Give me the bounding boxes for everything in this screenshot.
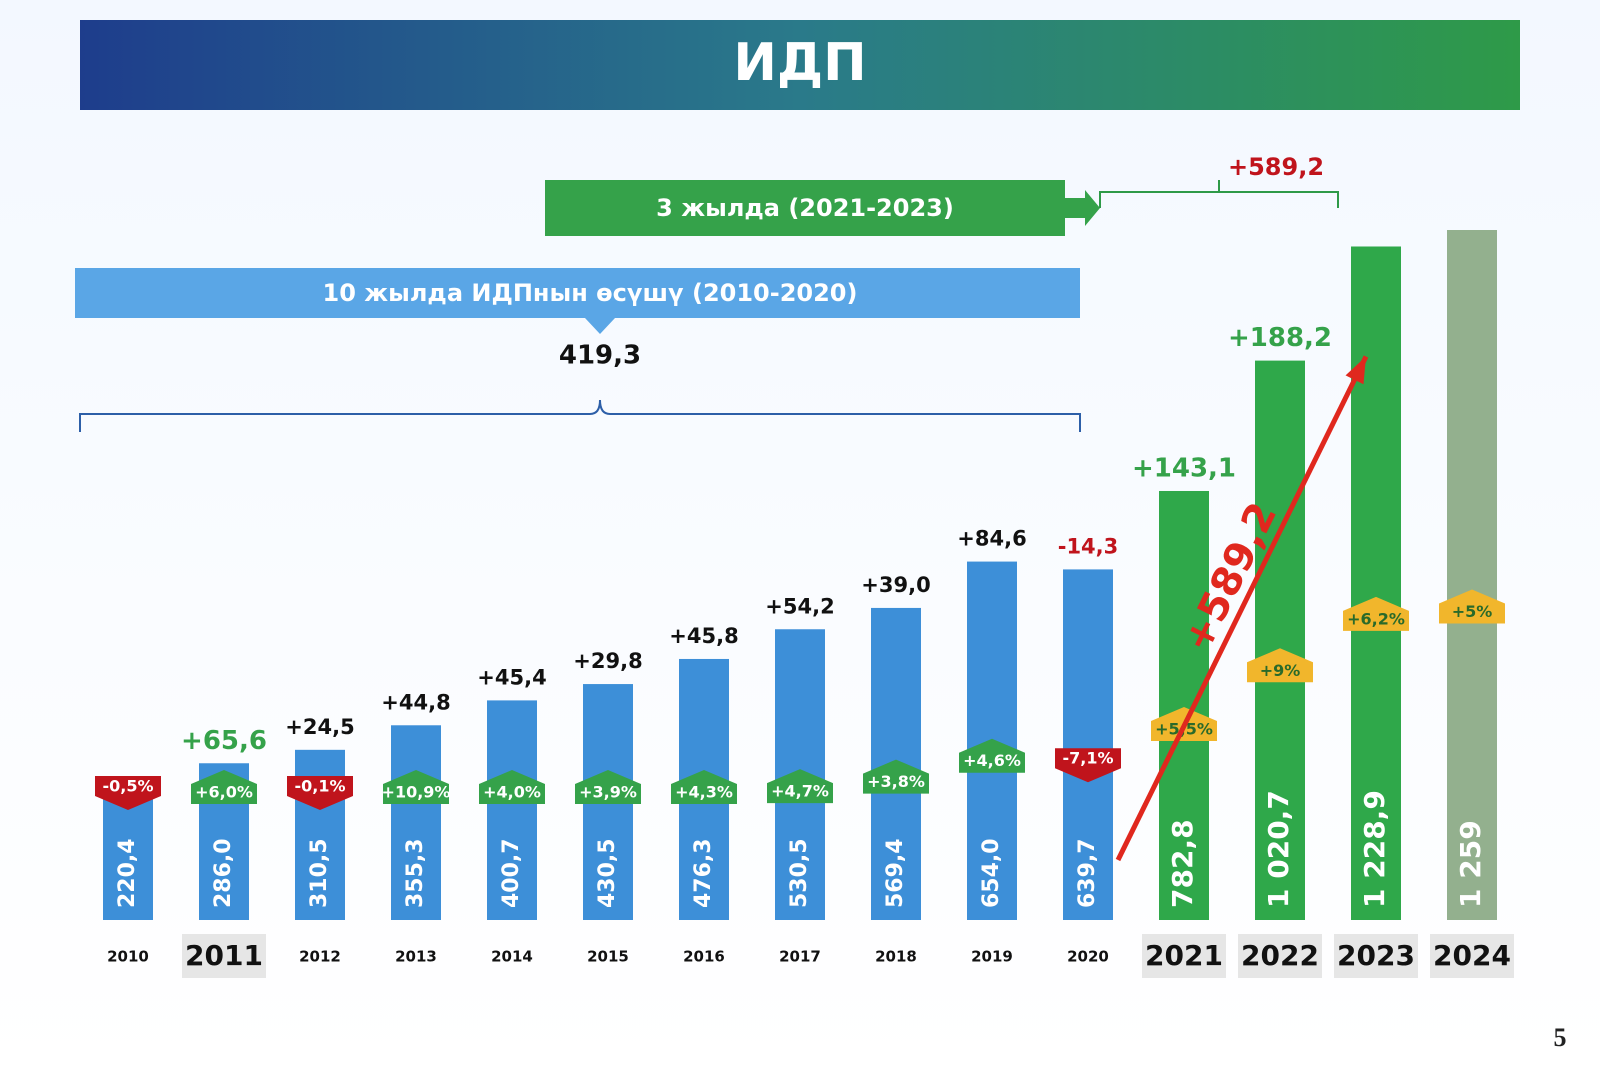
year-highlight bbox=[1430, 934, 1514, 978]
increment-label: +188,2 bbox=[1228, 323, 1332, 353]
bar bbox=[487, 700, 537, 920]
value-label: 1 259 bbox=[1454, 820, 1487, 908]
x-tick-label: 2023 bbox=[1337, 939, 1415, 972]
value-label: 654,0 bbox=[979, 838, 1004, 908]
value-label: 1 020,7 bbox=[1262, 790, 1295, 908]
increment-label: +84,6 bbox=[957, 527, 1026, 551]
value-label: 1 228,9 bbox=[1358, 790, 1391, 908]
bar bbox=[103, 799, 153, 920]
bar bbox=[1447, 230, 1497, 920]
year-highlight bbox=[1238, 934, 1322, 978]
x-tick-label: 2011 bbox=[185, 939, 263, 972]
bracket-10y bbox=[79, 399, 1081, 432]
banner-10y-text: 10 жылда ИДПнын өсүшү (2010-2020) bbox=[323, 279, 858, 307]
bar bbox=[1063, 569, 1113, 920]
value-label: 220,4 bbox=[115, 838, 140, 908]
x-tick-label: 2015 bbox=[587, 948, 629, 966]
year-highlight bbox=[1334, 934, 1418, 978]
growth-label: +4,3% bbox=[675, 783, 733, 802]
value-label: 569,4 bbox=[883, 838, 908, 908]
banner-10y bbox=[75, 268, 1080, 318]
value-label: 355,3 bbox=[403, 838, 428, 908]
growth-badge bbox=[287, 776, 353, 810]
growth-label: +10,9% bbox=[382, 783, 451, 802]
x-tick-label: 2016 bbox=[683, 948, 725, 966]
increment-label: -14,3 bbox=[1058, 534, 1119, 558]
increment-label: +29,8 bbox=[573, 649, 642, 673]
growth-badge bbox=[671, 770, 737, 804]
x-tick-label: 2024 bbox=[1433, 939, 1511, 972]
banner-3y-text: 3 жылда (2021-2023) bbox=[656, 194, 954, 222]
growth-label: +3,9% bbox=[579, 783, 637, 802]
increment-label: +54,2 bbox=[765, 594, 834, 618]
banner-3y bbox=[545, 180, 1065, 236]
growth-badge bbox=[959, 738, 1025, 773]
growth-badge bbox=[1247, 648, 1313, 683]
growth-label: -7,1% bbox=[1062, 749, 1113, 768]
growth-badge bbox=[1055, 748, 1121, 783]
x-tick-label: 2012 bbox=[299, 948, 341, 966]
growth-label: +4,0% bbox=[483, 783, 541, 802]
growth-badge bbox=[1439, 589, 1505, 624]
bracket-3y bbox=[1099, 180, 1339, 208]
increment-label: +39,0 bbox=[861, 573, 930, 597]
growth-badge bbox=[863, 759, 929, 794]
increment-label: +44,8 bbox=[381, 690, 450, 714]
increment-label: +45,4 bbox=[477, 665, 546, 689]
x-tick-label: 2013 bbox=[395, 948, 437, 966]
increment-label: +143,1 bbox=[1132, 453, 1236, 483]
value-label: 476,3 bbox=[691, 838, 716, 908]
growth-arrow bbox=[1115, 355, 1369, 862]
increment-label: +24,5 bbox=[285, 715, 354, 739]
growth-label: -0,1% bbox=[294, 777, 345, 796]
value-label: 782,8 bbox=[1166, 819, 1199, 908]
growth-badge bbox=[383, 770, 449, 804]
value-label: 530,5 bbox=[787, 838, 812, 908]
x-tick-label: 2019 bbox=[971, 948, 1013, 966]
growth-label: +4,6% bbox=[963, 751, 1021, 770]
growth-arrow-head bbox=[1345, 356, 1366, 385]
year-highlight bbox=[182, 934, 266, 978]
x-tick-label: 2018 bbox=[875, 948, 917, 966]
title-bar bbox=[80, 20, 1520, 110]
bar bbox=[1159, 490, 1209, 920]
banner-pointer bbox=[585, 318, 615, 334]
growth-badge bbox=[479, 770, 545, 804]
growth-label: +6,2% bbox=[1347, 609, 1405, 628]
growth-label: -0,5% bbox=[102, 777, 153, 796]
growth-badge bbox=[95, 776, 161, 810]
bar bbox=[1255, 360, 1305, 920]
growth-label: +4,7% bbox=[771, 782, 829, 801]
x-tick-label: 2010 bbox=[107, 948, 149, 966]
x-tick-label: 2017 bbox=[779, 948, 821, 966]
increment-label: +65,6 bbox=[181, 726, 267, 756]
gain-3y: +589,2 bbox=[1228, 153, 1324, 181]
banner-arrow bbox=[1065, 190, 1100, 226]
growth-label: +9% bbox=[1260, 661, 1301, 680]
growth-label: +5% bbox=[1452, 602, 1493, 621]
value-label: 400,7 bbox=[499, 838, 524, 908]
value-label: 286,0 bbox=[211, 838, 236, 908]
growth-badge bbox=[575, 770, 641, 804]
x-tick-label: 2014 bbox=[491, 948, 533, 966]
growth-badge bbox=[767, 769, 833, 804]
x-tick-label: 2021 bbox=[1145, 939, 1223, 972]
value-label: 430,5 bbox=[595, 838, 620, 908]
growth-badge bbox=[1343, 596, 1409, 631]
growth-label: +6,0% bbox=[195, 783, 253, 802]
value-label: 639,7 bbox=[1075, 838, 1100, 908]
page-number: 5 bbox=[1554, 1023, 1567, 1052]
growth-label: +3,8% bbox=[867, 772, 925, 791]
x-tick-label: 2022 bbox=[1241, 939, 1319, 972]
gain-10y: 419,3 bbox=[559, 341, 641, 371]
x-tick-label: 2020 bbox=[1067, 948, 1109, 966]
bar bbox=[1351, 246, 1401, 920]
value-label: 310,5 bbox=[307, 838, 332, 908]
increment-label: +45,8 bbox=[669, 624, 738, 648]
bar bbox=[391, 725, 441, 920]
growth-badge bbox=[191, 770, 257, 804]
year-highlight bbox=[1142, 934, 1226, 978]
chart-title: ИДП bbox=[733, 33, 866, 93]
